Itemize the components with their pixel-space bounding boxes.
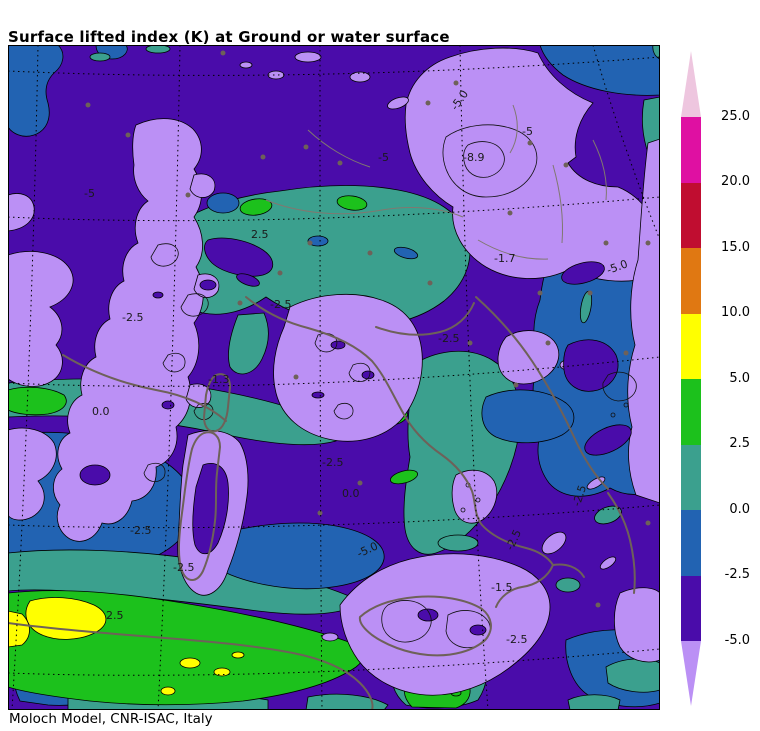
- contour-label: -2.5: [122, 311, 143, 324]
- contour-label: -5: [378, 151, 389, 164]
- contour-label: -5: [84, 187, 95, 200]
- contour-label: -2.5: [130, 524, 151, 537]
- contour-label: -2.5: [270, 298, 291, 311]
- colorbar-segment: [681, 313, 701, 379]
- page-title: Surface lifted index (K) at Ground or wa…: [8, 28, 450, 46]
- colorbar-tick: 20.0: [721, 174, 750, 189]
- contour-label: -2.5: [438, 332, 459, 345]
- colorbar-segment: [681, 379, 701, 445]
- map-panel: -5 -2.5 -1.3 0.0 -2.5 -2.5 2.5 -5 -5.0 -…: [7, 44, 661, 711]
- terrain-speckles: [85, 50, 651, 608]
- contour-label: -5: [522, 125, 533, 138]
- contour-label: -1.5: [491, 581, 512, 594]
- contour-label: 0.0: [92, 405, 110, 418]
- border-lines: [265, 104, 607, 260]
- contour-label: -2.5: [173, 561, 194, 574]
- contour-label: 0.0: [342, 487, 360, 500]
- lifted-index-map: -5 -2.5 -1.3 0.0 -2.5 -2.5 2.5 -5 -5.0 -…: [7, 44, 661, 711]
- colorbar-tick: -5.0: [724, 633, 750, 648]
- colorbar-tick: 25.0: [721, 109, 750, 124]
- colorbar-tick: 10.0: [721, 305, 750, 320]
- coastlines: [7, 296, 636, 711]
- contour-label: -2.5: [506, 633, 527, 646]
- yellow-regions: [7, 597, 245, 696]
- colorbar-under-range-triangle: [681, 641, 701, 706]
- contour-label: -1.7: [494, 252, 515, 265]
- colorbar-segment: [681, 510, 701, 576]
- colorbar-tick: 0.0: [729, 502, 750, 517]
- indigo-accent-regions: [79, 237, 632, 636]
- map-frame: [8, 45, 660, 710]
- colorbar-tick: -2.5: [724, 567, 750, 582]
- colorbar-tick: 5.0: [729, 371, 750, 386]
- contour-label: 2.5: [251, 228, 269, 241]
- model-credit: Moloch Model, CNR-ISAC, Italy: [9, 711, 213, 727]
- contour-label: -1.3: [208, 373, 229, 386]
- colorbar-segment: [681, 248, 701, 314]
- contour-label: -2.5: [570, 484, 589, 508]
- colorbar-tick: 15.0: [721, 240, 750, 255]
- colorbar-segment: [681, 444, 701, 510]
- colorbar-over-range-triangle: [681, 51, 701, 117]
- graticule-lines: [7, 44, 661, 711]
- contour-label: -8.9: [463, 151, 484, 164]
- colorbar-segment: [681, 117, 701, 183]
- colorbar: [681, 51, 701, 706]
- blue-overlay-regions: [202, 192, 575, 590]
- colorbar-tick: 2.5: [729, 436, 750, 451]
- colorbar-segment: [681, 182, 701, 248]
- contour-label: -2.5: [322, 456, 343, 469]
- colorbar-segment: [681, 575, 701, 641]
- lavender-regions: [7, 47, 661, 696]
- contour-label: 2.5: [106, 609, 124, 622]
